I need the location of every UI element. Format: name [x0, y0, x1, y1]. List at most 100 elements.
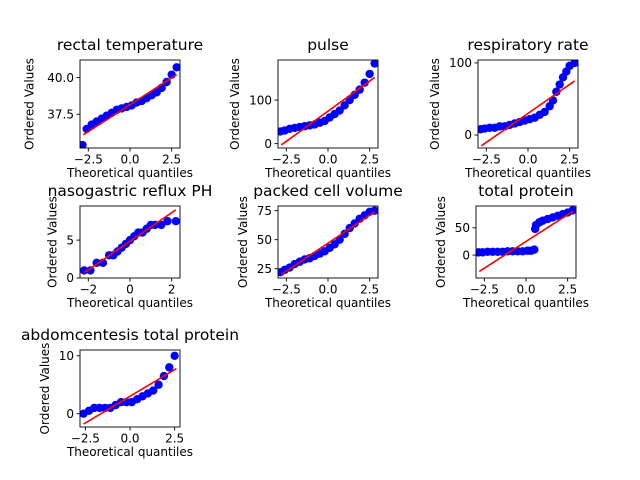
- data-point: [165, 363, 174, 372]
- fit-line: [82, 73, 178, 136]
- fit-line: [83, 209, 177, 274]
- y-axis-label: Ordered Values: [434, 196, 448, 288]
- data-point: [86, 266, 95, 275]
- data-point: [171, 216, 180, 226]
- x-tick-label: 0.0: [318, 283, 337, 297]
- x-tick-label: 0.0: [318, 153, 337, 167]
- data-point: [154, 380, 163, 389]
- data-point: [340, 229, 349, 239]
- y-axis-label: Ordered Values: [428, 58, 442, 150]
- subplot-title: pulse: [307, 36, 349, 54]
- data-point: [552, 87, 561, 96]
- fit-line: [280, 211, 376, 276]
- y-tick-label: 75: [257, 204, 272, 218]
- data-point: [365, 69, 374, 79]
- x-tick-label: −2.5: [472, 153, 501, 167]
- x-axis-label: Theoretical quantiles: [462, 296, 589, 310]
- y-tick-label: 5: [66, 233, 74, 247]
- fit-line: [280, 76, 376, 146]
- x-tick-label: −2.5: [74, 153, 103, 167]
- data-points: [478, 60, 578, 134]
- fit-line: [83, 367, 177, 425]
- y-axis-label: Ordered Values: [236, 196, 250, 288]
- x-axis-label: Theoretical quantiles: [66, 166, 193, 180]
- y-tick-label: 0: [66, 271, 74, 285]
- x-tick-label: 2: [168, 283, 176, 297]
- data-point: [157, 220, 166, 230]
- x-tick-label: −2.5: [470, 283, 499, 297]
- y-tick-label: 0: [464, 128, 472, 142]
- data-point: [80, 266, 89, 275]
- y-axis-label: Ordered Values: [23, 58, 37, 150]
- data-point: [540, 107, 549, 117]
- y-tick-label: 40.0: [47, 71, 74, 85]
- data-point: [80, 140, 87, 148]
- y-axis-label: Ordered Values: [228, 58, 242, 150]
- x-tick-label: −2.5: [71, 432, 100, 446]
- subplot-title: nasogastric reflux PH: [48, 182, 213, 200]
- x-tick-label: 0: [126, 283, 134, 297]
- data-point: [149, 386, 158, 395]
- data-point: [163, 216, 172, 226]
- data-point: [335, 106, 344, 115]
- subplot-title: packed cell volume: [253, 182, 403, 200]
- subplot: −2.5 0.0 2.5 0 50 total protein Theoretical qu…: [434, 182, 589, 310]
- data-point: [370, 60, 378, 68]
- data-point: [360, 78, 369, 87]
- subplot: −2.5 0.0 2.5 0 10 abdomcentesis total protein…: [21, 326, 239, 459]
- subplot: −2.5 0.0 2.5 0 100 pulse Theoretical quantiles…: [228, 36, 391, 180]
- subplot: −2.5 0.0 2.5 25 50 75 packed cell volume Theore…: [236, 182, 403, 310]
- x-tick-label: 2.5: [560, 153, 579, 167]
- subplot-title: rectal temperature: [57, 36, 203, 54]
- data-points: [278, 206, 378, 277]
- x-tick-label: 0.0: [516, 283, 535, 297]
- x-tick-label: −2: [79, 283, 97, 297]
- x-axis-label: Theoretical quantiles: [264, 296, 391, 310]
- subplot: −2 0 2 0 5 nasogastric reflux PH Theoretical q…: [45, 182, 212, 310]
- y-tick-label: 0: [462, 248, 470, 262]
- x-tick-label: 2.5: [165, 432, 184, 446]
- y-tick-label: 25: [257, 262, 272, 276]
- x-tick-label: 0.0: [120, 153, 139, 167]
- subplot: −2.5 0.0 2.5 0 100 respiratory rate Theoretica…: [428, 36, 591, 180]
- x-tick-label: 2.5: [558, 283, 577, 297]
- x-axis-label: Theoretical quantiles: [66, 445, 193, 459]
- data-points: [476, 206, 576, 257]
- data-point: [570, 60, 578, 68]
- data-points: [278, 60, 378, 136]
- subplot-title: total protein: [478, 182, 573, 200]
- subplot-title: respiratory rate: [467, 36, 588, 54]
- axes-frame: [79, 349, 181, 428]
- x-tick-label: −2.5: [272, 153, 301, 167]
- x-tick-label: 0.0: [120, 432, 139, 446]
- axes-frame: [277, 59, 379, 149]
- data-point: [555, 80, 564, 89]
- y-tick-label: 50: [257, 233, 272, 247]
- x-tick-label: 2.5: [360, 153, 379, 167]
- x-tick-label: 0.0: [518, 153, 537, 167]
- x-axis-label: Theoretical quantiles: [66, 296, 193, 310]
- data-point: [170, 351, 179, 360]
- y-tick-label: 100: [449, 56, 472, 70]
- data-points: [80, 351, 179, 418]
- y-axis-label: Ordered Values: [45, 196, 59, 288]
- x-tick-label: −2.5: [272, 283, 301, 297]
- x-tick-label: 2.5: [162, 153, 181, 167]
- x-axis-label: Theoretical quantiles: [264, 166, 391, 180]
- x-axis-label: Theoretical quantiles: [464, 166, 591, 180]
- fit-line: [480, 80, 576, 147]
- y-tick-label: 10: [59, 349, 74, 363]
- fit-line: [478, 210, 574, 273]
- subplot-title: abdomcentesis total protein: [21, 326, 239, 344]
- data-point: [530, 245, 539, 254]
- y-tick-label: 0: [264, 137, 272, 151]
- y-tick-label: 50: [455, 221, 470, 235]
- y-tick-label: 37.5: [47, 107, 74, 121]
- data-point: [172, 63, 180, 72]
- x-tick-label: 2.5: [360, 283, 379, 297]
- data-point: [340, 101, 349, 110]
- y-tick-label: 0: [66, 407, 74, 421]
- y-tick-label: 100: [249, 93, 272, 107]
- y-axis-label: Ordered Values: [38, 343, 52, 435]
